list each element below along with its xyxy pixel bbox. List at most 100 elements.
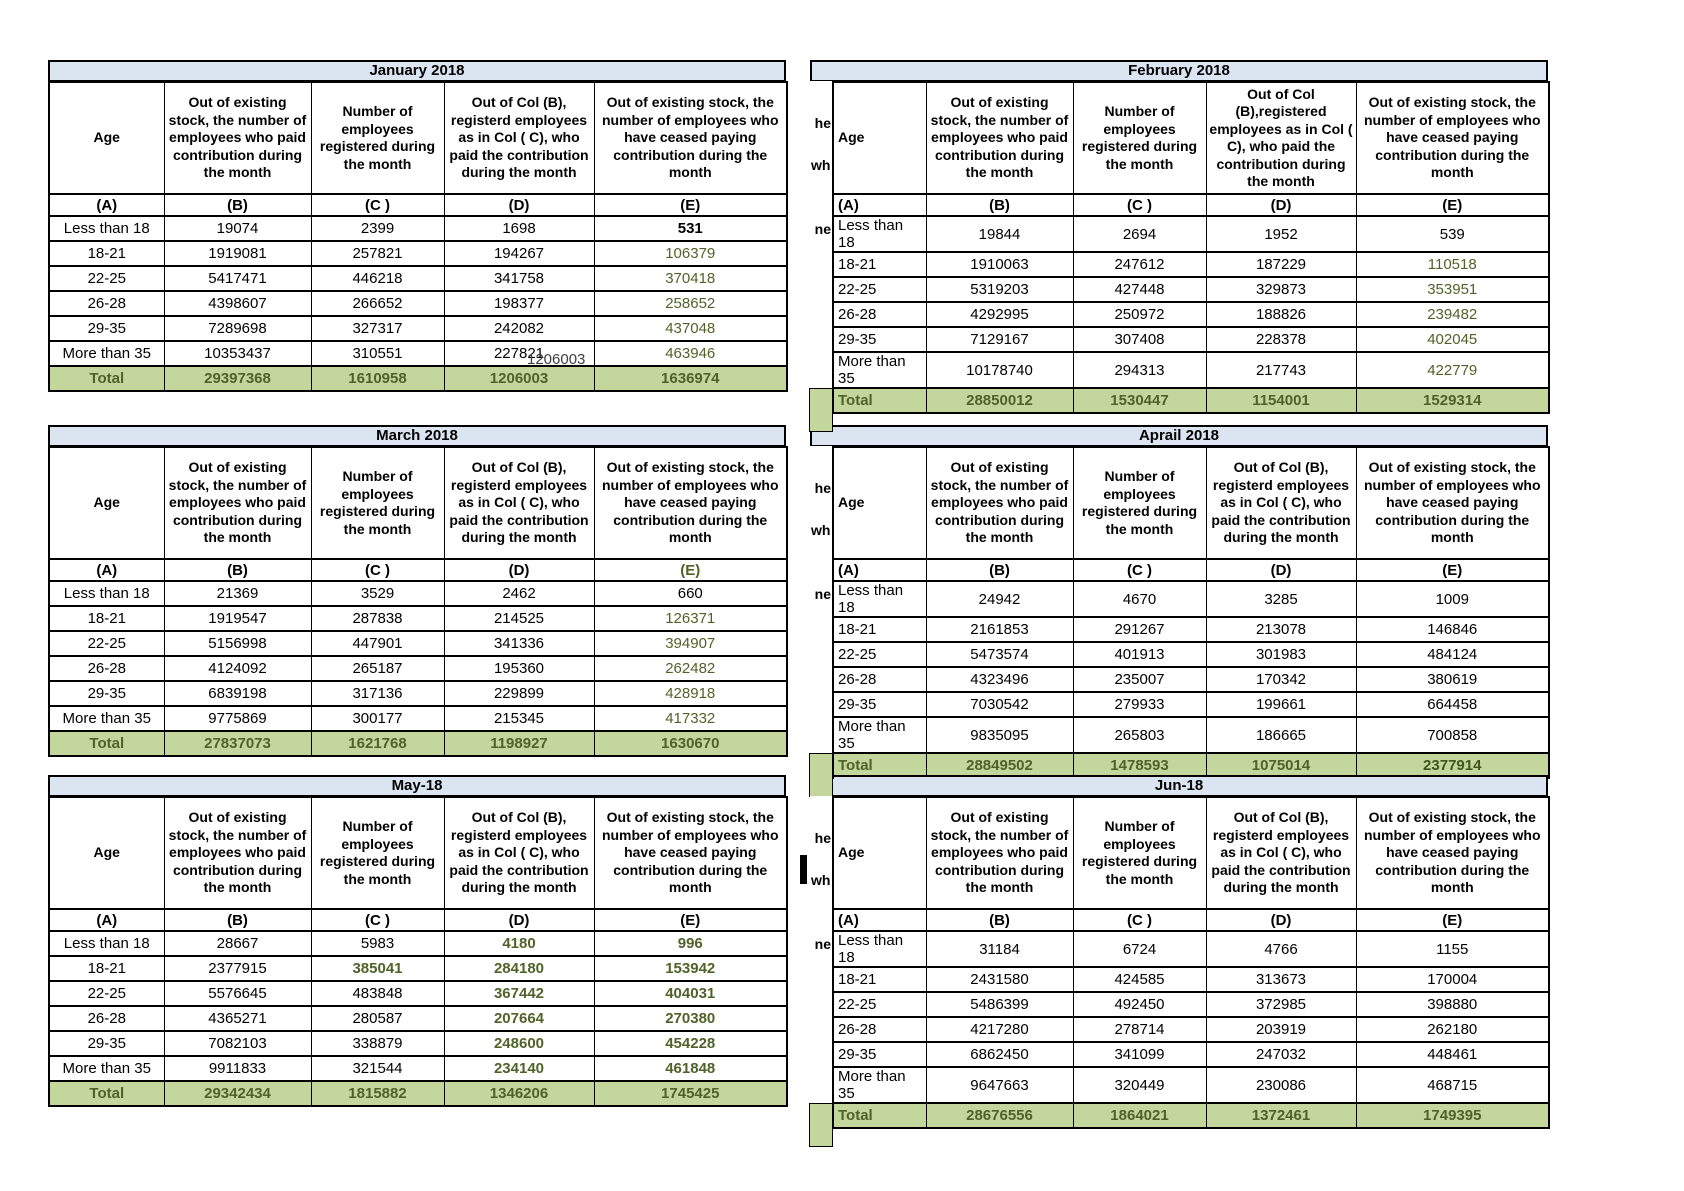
column-header-text: Out of existing stock, the number of emp…: [168, 809, 307, 896]
value-cell: 1952: [1205, 215, 1357, 253]
table-row: Less than 18 19074 2399 1698 531: [48, 215, 788, 242]
column-letter: (A): [48, 558, 165, 582]
value-cell: 229899: [443, 680, 595, 707]
clipped-column-sliver: he who ne: [809, 796, 834, 1147]
column-letter: (E): [1355, 193, 1550, 217]
value-cell: 1155: [1355, 930, 1550, 968]
value-cell: 126371: [593, 605, 788, 632]
table-row: 22-25 5417471 446218 341758 370418: [48, 265, 788, 292]
total-value: 1530447: [1072, 387, 1207, 414]
table-row: 29-35 7082103 338879 248600 454228: [48, 1030, 788, 1057]
table-title: May-18: [48, 775, 786, 797]
value-cell: 372985: [1205, 991, 1357, 1018]
value-cell: 4180: [443, 930, 595, 957]
column-header-text: Out of existing stock, the number of emp…: [930, 459, 1069, 546]
data-table: Age Out of existing stock, the number of …: [48, 81, 788, 392]
column-letters-row: (A) (B) (C ) (D) (E): [810, 558, 1550, 582]
clipped-column-sliver: he who ne: [809, 81, 834, 432]
clipped-text-fragment: he: [814, 830, 831, 846]
value-cell: 492450: [1072, 991, 1207, 1018]
value-cell: 3285: [1205, 580, 1357, 618]
value-cell: 19074: [163, 215, 312, 242]
age-cell: 18-21: [48, 955, 165, 982]
total-value: 1346206: [443, 1080, 595, 1107]
total-value: 1206003: [443, 365, 595, 392]
value-cell: 1009: [1355, 580, 1550, 618]
column-header-text: Age: [93, 129, 120, 146]
column-header-text: Out of existing stock, the number of emp…: [930, 809, 1069, 896]
column-letter: (B): [925, 193, 1074, 217]
table-row: More than 35 10353437 310551 227821 463946: [48, 340, 788, 367]
value-cell: 3529: [310, 580, 445, 607]
value-cell: 228378: [1205, 326, 1357, 353]
value-cell: 188826: [1205, 301, 1357, 328]
total-row: Total 28850012 1530447 1154001 1529314: [810, 387, 1550, 414]
month-table-june: Jun-18 Age Out of existing stock, the num…: [800, 775, 1550, 1147]
value-cell: 7082103: [163, 1030, 312, 1057]
total-value: 28850012: [925, 387, 1074, 414]
column-letter: (C ): [1072, 193, 1207, 217]
column-header-c: Number of employees registered during th…: [1072, 796, 1207, 910]
value-cell: 307408: [1072, 326, 1207, 353]
column-header-text: Out of existing stock, the number of emp…: [601, 94, 779, 181]
column-header-a: Age: [48, 796, 165, 910]
clipped-text-fragment: who: [811, 872, 831, 888]
table-row: 29-35 6839198 317136 229899 428918: [48, 680, 788, 707]
value-cell: 10353437: [163, 340, 312, 367]
table-row: More than 35 10178740 294313 217743 422779: [810, 351, 1550, 389]
column-letter: (D): [443, 908, 595, 932]
data-table: Age Out of existing stock, the number of …: [810, 81, 1550, 414]
table-row: 26-28 4398607 266652 198377 258652: [48, 290, 788, 317]
column-header-b: Out of existing stock, the number of emp…: [925, 81, 1074, 195]
table-row: 29-35 7030542 279933 199661 664458: [810, 691, 1550, 718]
value-cell: 214525: [443, 605, 595, 632]
value-cell: 217743: [1205, 351, 1357, 389]
table-row: 26-28 4323496 235007 170342 380619: [810, 666, 1550, 693]
age-cell: Less than 18: [48, 930, 165, 957]
total-value: 29342434: [163, 1080, 312, 1107]
month-table-february: February 2018 Age Out of existing stock, …: [809, 60, 1550, 432]
age-cell: 18-21: [48, 605, 165, 632]
column-header-text: Number of employees registered during th…: [319, 468, 436, 537]
value-cell: 4670: [1072, 580, 1207, 618]
column-letter: (C ): [310, 193, 445, 217]
value-cell: 215345: [443, 705, 595, 732]
age-cell: 29-35: [48, 680, 165, 707]
value-cell: 5156998: [163, 630, 312, 657]
total-label: Total: [48, 730, 165, 757]
value-cell: 461848: [593, 1055, 788, 1082]
value-cell: 170004: [1355, 966, 1550, 993]
value-cell: 320449: [1072, 1066, 1207, 1104]
column-header-text: Out of Col (B),registered employees as i…: [1209, 85, 1353, 190]
value-cell: 7030542: [925, 691, 1074, 718]
value-cell: 187229: [1205, 251, 1357, 278]
age-cell: 26-28: [48, 1005, 165, 1032]
value-cell: 4398607: [163, 290, 312, 317]
value-cell: 280587: [310, 1005, 445, 1032]
value-cell: 385041: [310, 955, 445, 982]
value-cell: 31184: [925, 930, 1074, 968]
column-letter: (B): [163, 193, 312, 217]
column-letters-row: (A) (B) (C ) (D) (E): [48, 558, 788, 582]
clipped-text-fragment: ne: [814, 936, 831, 952]
value-cell: 234140: [443, 1055, 595, 1082]
value-cell: 170342: [1205, 666, 1357, 693]
table-row: 26-28 4365271 280587 207664 270380: [48, 1005, 788, 1032]
column-letter: (C ): [1072, 908, 1207, 932]
value-cell: 341758: [443, 265, 595, 292]
column-letter: (D): [443, 193, 595, 217]
column-letter: (E): [593, 908, 788, 932]
column-header-e: Out of existing stock, the number of emp…: [593, 446, 788, 560]
clipped-text-fragment: he: [814, 115, 831, 131]
total-value: 1630670: [593, 730, 788, 757]
value-cell: 321544: [310, 1055, 445, 1082]
age-cell: Less than 18: [810, 580, 927, 618]
value-cell: 106379: [593, 240, 788, 267]
value-cell: 266652: [310, 290, 445, 317]
column-header-e: Out of existing stock, the number of emp…: [1355, 81, 1550, 195]
header-row: Age Out of existing stock, the number of …: [810, 81, 1550, 195]
column-letters-row: (A) (B) (C ) (D) (E): [48, 193, 788, 217]
value-cell: 402045: [1355, 326, 1550, 353]
table-row: More than 35 9775869 300177 215345 417332: [48, 705, 788, 732]
total-value: 1815882: [310, 1080, 445, 1107]
